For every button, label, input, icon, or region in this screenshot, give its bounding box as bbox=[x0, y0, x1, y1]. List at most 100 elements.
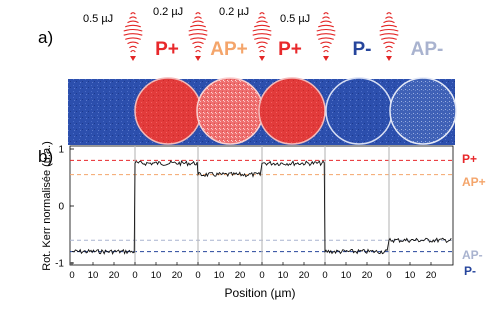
pulse-wave-2-9 bbox=[259, 12, 265, 15]
state-label-p-plus-2: P+ bbox=[278, 39, 302, 60]
pulse-wave-0-5 bbox=[123, 28, 143, 32]
x-tick-label-1-0: 0 bbox=[132, 270, 137, 281]
pulse-wave-2-5 bbox=[252, 28, 272, 32]
x-tick-label-3-0: 0 bbox=[259, 270, 264, 281]
pulse-wave-1-5 bbox=[188, 28, 208, 32]
pulse-wave-3-1 bbox=[322, 45, 330, 49]
pulse-wave-0-1 bbox=[129, 45, 137, 49]
kerr-image-strip bbox=[68, 77, 457, 145]
y-tick-label-2: -1 bbox=[55, 259, 64, 270]
laser-pulse-icon-4 bbox=[379, 12, 399, 61]
state-label-p-plus-1: P+ bbox=[155, 39, 179, 60]
panel-label-a: a) bbox=[38, 28, 53, 47]
pulse-energy-4: 0.5 µJ bbox=[280, 13, 310, 25]
y-axis-ticks: 1 0 -1 bbox=[55, 145, 74, 270]
pulse-wave-2-3 bbox=[254, 37, 270, 40]
pulse-arrowhead-4 bbox=[386, 56, 392, 61]
x-tick-label-4-2: 20 bbox=[362, 270, 373, 281]
laser-pulse-icon-2 bbox=[252, 12, 272, 61]
laser-pulse-icon-0 bbox=[123, 12, 143, 61]
x-tick-label-2-1: 10 bbox=[214, 270, 225, 281]
pulse-wave-1-2 bbox=[192, 41, 204, 45]
domain-ap-plus bbox=[196, 77, 264, 145]
pulse-wave-0-2 bbox=[127, 41, 139, 45]
pulse-wave-1-6 bbox=[190, 24, 206, 28]
pulse-energy-1: 0.5 µJ bbox=[83, 13, 113, 25]
x-tick-label-1-2: 20 bbox=[172, 270, 183, 281]
domain-ap-minus bbox=[389, 77, 457, 145]
pulse-wave-2-8 bbox=[258, 16, 266, 19]
laser-pulse-icon-1 bbox=[188, 12, 208, 61]
pulse-energy-3: 0.2 µJ bbox=[219, 6, 249, 18]
pulse-arrowhead-0 bbox=[130, 56, 136, 61]
ref-label-p-minus: P- bbox=[464, 264, 476, 278]
pulse-wave-0-3 bbox=[125, 37, 141, 40]
laser-pulses bbox=[123, 12, 399, 61]
pulse-wave-2-7 bbox=[256, 20, 268, 24]
domain-p-plus-2 bbox=[258, 77, 326, 145]
state-label-p-minus: P- bbox=[353, 39, 372, 60]
pulse-wave-2-1 bbox=[258, 45, 266, 49]
pulse-wave-0-4 bbox=[123, 33, 143, 36]
pulse-wave-3-2 bbox=[320, 41, 332, 45]
pulse-wave-2-6 bbox=[254, 24, 270, 28]
domain-p-minus bbox=[325, 77, 393, 145]
pulse-wave-2-2 bbox=[256, 41, 268, 45]
pulse-wave-1-4 bbox=[188, 33, 208, 36]
pulse-wave-1-8 bbox=[194, 16, 202, 19]
pulse-wave-1-7 bbox=[192, 20, 204, 24]
pulse-wave-4-5 bbox=[379, 28, 399, 32]
pulse-wave-3-8 bbox=[322, 16, 330, 19]
x-tick-label-4-1: 10 bbox=[341, 270, 352, 281]
pulse-wave-3-4 bbox=[316, 33, 336, 36]
pulse-wave-4-4 bbox=[379, 33, 399, 36]
x-tick-label-3-1: 10 bbox=[278, 270, 289, 281]
x-tick-label-0-0: 0 bbox=[69, 270, 74, 281]
pulse-wave-0-7 bbox=[127, 20, 139, 24]
pulse-wave-4-1 bbox=[385, 45, 393, 49]
x-tick-label-0-1: 10 bbox=[88, 270, 99, 281]
pulse-wave-0-9 bbox=[130, 12, 136, 15]
pulse-wave-1-0 bbox=[195, 49, 201, 53]
pulse-wave-4-0 bbox=[386, 49, 392, 53]
pulse-wave-0-6 bbox=[125, 24, 141, 28]
pulse-energy-2: 0.2 µJ bbox=[153, 6, 183, 18]
ref-label-p-plus: P+ bbox=[462, 152, 477, 166]
x-tick-label-2-0: 0 bbox=[195, 270, 200, 281]
pulse-wave-3-5 bbox=[316, 28, 336, 32]
kerr-signal-trace bbox=[72, 159, 452, 255]
x-tick-label-5-1: 10 bbox=[405, 270, 416, 281]
pulse-wave-0-0 bbox=[130, 49, 136, 53]
x-tick-label-5-0: 0 bbox=[386, 270, 391, 281]
pulse-arrowhead-2 bbox=[259, 56, 265, 61]
x-tick-label-1-1: 10 bbox=[151, 270, 162, 281]
x-tick-label-2-2: 20 bbox=[235, 270, 246, 281]
pulse-wave-3-3 bbox=[318, 37, 334, 40]
pulse-wave-3-6 bbox=[318, 24, 334, 28]
x-tick-label-4-0: 0 bbox=[322, 270, 327, 281]
pulse-wave-0-8 bbox=[129, 16, 137, 19]
y-axis-label: Rot. Kerr normalisée (u.a.) bbox=[41, 141, 53, 271]
pulse-wave-4-3 bbox=[381, 37, 397, 40]
state-label-ap-minus: AP- bbox=[411, 39, 444, 60]
pulse-wave-1-9 bbox=[195, 12, 201, 15]
pulse-wave-4-6 bbox=[381, 24, 397, 28]
pulse-wave-3-7 bbox=[320, 20, 332, 24]
ref-label-ap-plus: AP+ bbox=[462, 175, 486, 189]
pulse-wave-4-9 bbox=[386, 12, 392, 15]
state-label-ap-plus: AP+ bbox=[210, 39, 248, 60]
x-axis-ticks: 0 10 20 0 10 20 0 10 20 0 10 20 0 10 20 0 10 20 bbox=[69, 262, 436, 281]
y-tick-label-0: 1 bbox=[58, 145, 64, 156]
pulse-wave-1-3 bbox=[190, 37, 206, 40]
x-axis-label: Position (µm) bbox=[225, 286, 296, 300]
pulse-wave-4-8 bbox=[385, 16, 393, 19]
pulse-wave-3-0 bbox=[323, 49, 329, 53]
domain-p-plus-1 bbox=[134, 77, 202, 145]
y-tick-label-1: 0 bbox=[58, 202, 64, 213]
pulse-wave-4-7 bbox=[383, 20, 395, 24]
x-tick-label-0-2: 20 bbox=[109, 270, 120, 281]
pulse-wave-1-1 bbox=[194, 45, 202, 49]
pulse-wave-2-0 bbox=[259, 49, 265, 53]
pulse-wave-3-9 bbox=[323, 12, 329, 15]
